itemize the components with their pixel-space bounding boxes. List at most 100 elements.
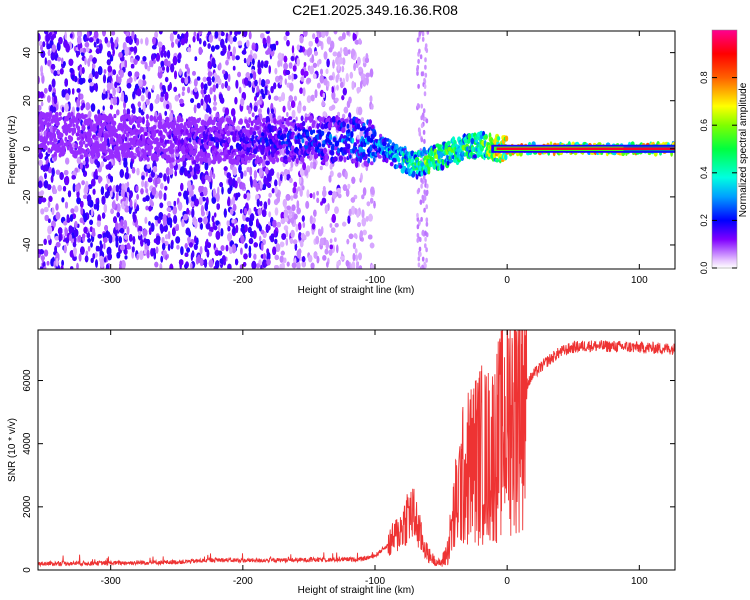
spectrogram-cell bbox=[269, 168, 275, 176]
spectrogram-cell bbox=[360, 80, 363, 89]
spectrogram-cell bbox=[198, 46, 203, 55]
spectrogram-cell bbox=[165, 103, 170, 110]
spectrogram-cell bbox=[76, 88, 81, 93]
spectrogram-cell bbox=[247, 76, 251, 81]
spectrogram-cell bbox=[153, 59, 156, 64]
spectrogram-cell bbox=[332, 59, 335, 69]
spectrogram-cell bbox=[206, 249, 210, 258]
spectrogram-cell bbox=[306, 95, 312, 104]
spectrogram-cell bbox=[289, 82, 294, 92]
spectrogram-cell bbox=[115, 192, 119, 202]
spectrogram-cell bbox=[293, 239, 298, 245]
spectrogram-cell bbox=[155, 52, 161, 62]
spectrogram-cell bbox=[309, 215, 314, 225]
spectrogram-cell bbox=[73, 46, 77, 52]
spectrogram-cell bbox=[124, 46, 129, 56]
spectrogram-cell bbox=[145, 188, 149, 194]
spectrogram-cell bbox=[240, 223, 245, 229]
spectrogram-cell bbox=[280, 218, 286, 225]
spectrogram-cell bbox=[291, 45, 295, 54]
spectrogram-cell bbox=[203, 102, 207, 111]
spectrogram-cell bbox=[421, 31, 425, 37]
spectrogram-cell bbox=[273, 43, 276, 51]
spectrogram-cell bbox=[312, 33, 316, 39]
spectrogram-cell bbox=[216, 203, 220, 210]
spectrogram-cell bbox=[83, 194, 88, 199]
spectrogram-cell bbox=[365, 72, 371, 78]
spectrogram-cell bbox=[349, 71, 354, 79]
spectrogram-cell bbox=[152, 36, 156, 45]
spectrogram-cell bbox=[114, 39, 118, 48]
spectrogram-cell bbox=[275, 75, 280, 83]
spectrogram-cell bbox=[80, 200, 84, 208]
spectrogram-cell bbox=[287, 100, 291, 110]
spectrogram-cell bbox=[207, 61, 212, 69]
spectrogram-cell bbox=[219, 96, 223, 103]
spectrogram-cell bbox=[317, 60, 320, 67]
spectrogram-cell bbox=[196, 32, 200, 42]
spectrogram-cell bbox=[263, 183, 266, 190]
spectrogram-cell bbox=[276, 221, 282, 228]
spectrogram-cell bbox=[42, 41, 46, 48]
spectrogram-cell bbox=[131, 108, 136, 114]
spectrogram-cell bbox=[180, 38, 185, 46]
spectrogram-cell bbox=[421, 194, 425, 200]
spectrogram-cell bbox=[138, 107, 142, 113]
spectrogram-cell bbox=[235, 79, 239, 89]
spectrogram-cell bbox=[330, 227, 336, 233]
spectrogram-cell bbox=[250, 213, 255, 222]
spectrogram-cell bbox=[208, 34, 213, 43]
spectrogram-cell bbox=[215, 230, 221, 240]
spectrogram-cell bbox=[212, 188, 216, 197]
spectrogram-cell bbox=[331, 86, 334, 93]
spectrogram-cell bbox=[419, 251, 422, 257]
spectrogram-cell bbox=[265, 160, 270, 166]
spectrogram-cell bbox=[355, 63, 359, 68]
spectrogram-cell bbox=[356, 261, 359, 267]
spectrogram-cell bbox=[342, 221, 347, 227]
spectrogram-cell bbox=[140, 188, 144, 195]
spectrogram-cell bbox=[135, 55, 140, 60]
spectrogram-cell bbox=[321, 197, 327, 204]
spectrogram-cell bbox=[144, 216, 148, 224]
spectrogram-cell bbox=[53, 188, 58, 195]
spectrogram-cell bbox=[232, 46, 236, 55]
spectrogram-cell bbox=[227, 232, 232, 242]
spectrogram-cell bbox=[240, 227, 244, 232]
spectrogram-cell bbox=[266, 107, 270, 115]
spectrogram-cell bbox=[289, 177, 293, 183]
spectrogram-cell bbox=[242, 262, 247, 267]
spectrogram-cell bbox=[354, 207, 357, 215]
spectrogram-cell bbox=[55, 241, 61, 248]
spectrogram-cell bbox=[242, 31, 248, 38]
spectrogram-cell bbox=[57, 57, 61, 62]
spectrogram-cell bbox=[326, 36, 332, 45]
spectrogram-cell bbox=[424, 236, 427, 242]
spectrogram-cell bbox=[172, 31, 178, 35]
spectrogram-cell bbox=[320, 68, 323, 75]
spectrogram-cell bbox=[425, 217, 429, 223]
spectrogram-cell bbox=[182, 86, 186, 92]
spectrogram-cell bbox=[314, 37, 319, 44]
spectrogram-cell bbox=[281, 147, 286, 156]
spectrogram-cell bbox=[302, 87, 306, 97]
spectrogram-cell bbox=[204, 174, 209, 180]
spectrogram-cell bbox=[248, 81, 252, 88]
spectrogram-cell bbox=[215, 192, 220, 202]
spectrogram-cell bbox=[163, 50, 167, 58]
spectrogram-cell bbox=[336, 84, 339, 91]
spectrogram-cell bbox=[313, 209, 317, 217]
spectrogram-cell bbox=[354, 39, 360, 45]
spectrogram-cell bbox=[169, 112, 173, 122]
spectrogram-cell bbox=[352, 253, 356, 262]
spectrogram-cell bbox=[272, 246, 277, 256]
spectrogram-cell bbox=[285, 238, 288, 246]
spectrogram-cell bbox=[232, 65, 236, 71]
spectrogram-cell bbox=[332, 51, 338, 57]
spectrogram-cell bbox=[290, 195, 294, 201]
spectrogram-cell bbox=[69, 214, 74, 222]
spectrogram-cell bbox=[179, 98, 184, 104]
spectrogram-cell bbox=[102, 212, 106, 219]
spectrogram-cell bbox=[119, 69, 124, 78]
spectrogram-cell bbox=[245, 217, 250, 222]
